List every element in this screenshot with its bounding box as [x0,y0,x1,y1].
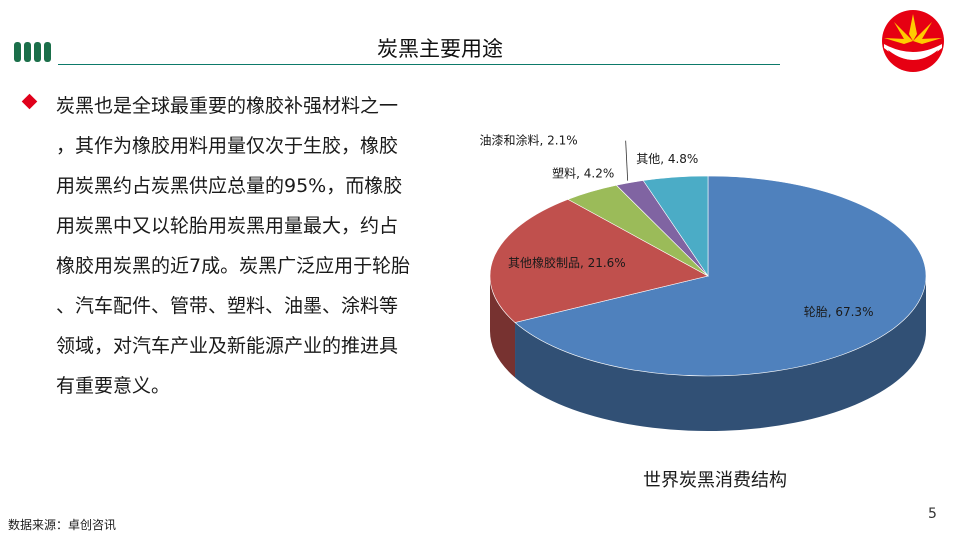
title-bars-icon [14,42,58,62]
leader-line-3 [625,140,629,181]
chart-title: 世界炭黑消费结构 [643,470,787,491]
body-line: 、汽车配件、管带、塑料、油墨、涂料等 [56,295,399,317]
pie-label-2: 塑料, 4.2% [552,166,614,181]
pie-label-3: 油漆和涂料, 2.1% [480,133,578,148]
pie-slice-1 [489,199,709,323]
body-line: 领域，对汽车产业及新能源产业的推进具 [56,335,399,357]
body-line: 用炭黑约占炭黑供应总量的95%，而橡胶 [56,175,403,197]
body-line: 炭黑也是全球最重要的橡胶补强材料之一 [56,95,399,117]
page-title: 炭黑主要用途 [377,37,503,61]
pie-slice-0 [514,175,927,377]
body-paragraph: 炭黑也是全球最重要的橡胶补强材料之一 ，其作为橡胶用料用量仅次于生胶，橡胶 用炭… [56,86,466,406]
pie-slice-4 [642,175,709,277]
body-line: 有重要意义。 [56,375,171,397]
body-line: 用炭黑中又以轮胎用炭黑用量最大，约占 [56,215,399,237]
petrochina-logo-icon [882,10,944,72]
pie-label-4: 其他, 4.8% [636,152,698,166]
pie-label-0: 轮胎, 67.3% [804,305,874,319]
pie-side-0 [515,276,926,431]
source-note: 数据来源：卓创咨讯 [8,518,117,532]
pie-label-1: 其他橡胶制品, 21.6% [508,255,626,270]
pie-side-1 [490,276,516,378]
page-number: 5 [928,506,937,522]
pie-chart: 轮胎, 67.3% 其他橡胶制品, 21.6% 塑料, 4.2% 油漆和涂料, 2.1… [480,133,927,431]
diamond-bullet-icon [21,93,38,110]
title-rule [58,64,780,65]
body-line: ，其作为橡胶用料用量仅次于生胶，橡胶 [56,135,399,157]
body-line: 橡胶用炭黑的近7成。炭黑广泛应用于轮胎 [56,255,411,277]
